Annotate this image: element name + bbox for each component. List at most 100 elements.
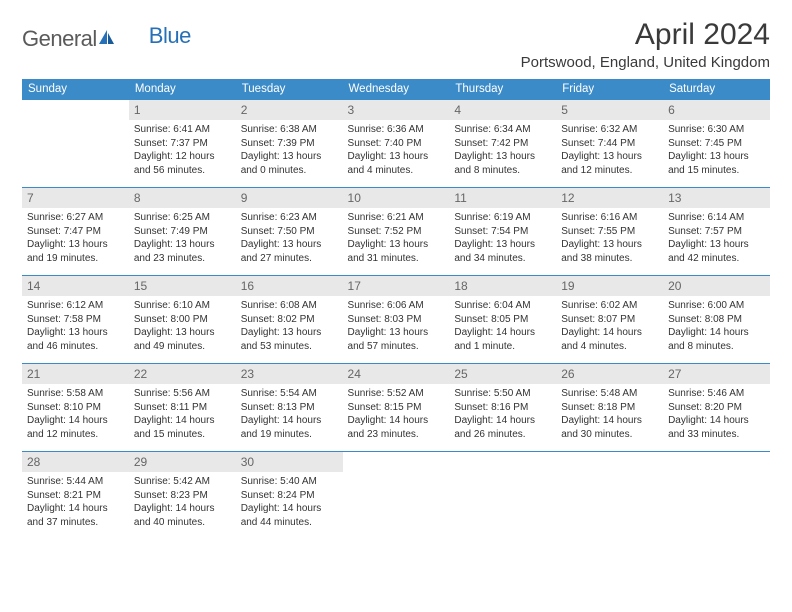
daylight-line: and 30 minutes. — [561, 428, 658, 442]
day-number: 24 — [343, 364, 450, 384]
daylight-line: and 44 minutes. — [241, 516, 338, 530]
logo-text-2: Blue — [149, 23, 191, 49]
sunrise-line: Sunrise: 6:41 AM — [134, 123, 231, 137]
day-header: Sunday — [22, 79, 129, 100]
calendar-cell: 4Sunrise: 6:34 AMSunset: 7:42 PMDaylight… — [449, 100, 556, 188]
day-details: Sunrise: 5:44 AMSunset: 8:21 PMDaylight:… — [27, 475, 124, 529]
daylight-line: Daylight: 14 hours — [348, 414, 445, 428]
sunset-line: Sunset: 8:20 PM — [668, 401, 765, 415]
daylight-line: Daylight: 14 hours — [27, 414, 124, 428]
day-details: Sunrise: 5:56 AMSunset: 8:11 PMDaylight:… — [134, 387, 231, 441]
daylight-line: and 12 minutes. — [27, 428, 124, 442]
sunset-line: Sunset: 7:52 PM — [348, 225, 445, 239]
sunrise-line: Sunrise: 5:44 AM — [27, 475, 124, 489]
sunrise-line: Sunrise: 6:02 AM — [561, 299, 658, 313]
sunset-line: Sunset: 8:00 PM — [134, 313, 231, 327]
day-number: 20 — [663, 276, 770, 296]
day-header: Wednesday — [343, 79, 450, 100]
sunrise-line: Sunrise: 5:56 AM — [134, 387, 231, 401]
day-details: Sunrise: 5:40 AMSunset: 8:24 PMDaylight:… — [241, 475, 338, 529]
calendar-cell: 16Sunrise: 6:08 AMSunset: 8:02 PMDayligh… — [236, 276, 343, 364]
day-number: 26 — [556, 364, 663, 384]
daylight-line: and 15 minutes. — [134, 428, 231, 442]
calendar-cell-empty — [663, 452, 770, 540]
sunrise-line: Sunrise: 6:23 AM — [241, 211, 338, 225]
day-number: 2 — [236, 100, 343, 120]
sunrise-line: Sunrise: 6:25 AM — [134, 211, 231, 225]
daylight-line: and 56 minutes. — [134, 164, 231, 178]
sunset-line: Sunset: 7:45 PM — [668, 137, 765, 151]
sunrise-line: Sunrise: 6:38 AM — [241, 123, 338, 137]
day-number: 1 — [129, 100, 236, 120]
sunrise-line: Sunrise: 6:16 AM — [561, 211, 658, 225]
day-details: Sunrise: 6:12 AMSunset: 7:58 PMDaylight:… — [27, 299, 124, 353]
daylight-line: Daylight: 13 hours — [454, 238, 551, 252]
calendar-week: 28Sunrise: 5:44 AMSunset: 8:21 PMDayligh… — [22, 452, 770, 540]
sunset-line: Sunset: 8:15 PM — [348, 401, 445, 415]
daylight-line: Daylight: 14 hours — [241, 414, 338, 428]
day-details: Sunrise: 6:08 AMSunset: 8:02 PMDaylight:… — [241, 299, 338, 353]
day-details: Sunrise: 5:54 AMSunset: 8:13 PMDaylight:… — [241, 387, 338, 441]
daylight-line: Daylight: 13 hours — [241, 326, 338, 340]
day-number: 15 — [129, 276, 236, 296]
daylight-line: and 33 minutes. — [668, 428, 765, 442]
calendar-cell: 21 Sunrise: 5:58 AMSunset: 8:10 PMDayligh… — [22, 364, 129, 452]
daylight-line: and 1 minute. — [454, 340, 551, 354]
day-details: Sunrise: 5:52 AMSunset: 8:15 PMDaylight:… — [348, 387, 445, 441]
calendar-week: 21 Sunrise: 5:58 AMSunset: 8:10 PMDayligh… — [22, 364, 770, 452]
sunset-line: Sunset: 8:13 PM — [241, 401, 338, 415]
day-details: Sunrise: 6:16 AMSunset: 7:55 PMDaylight:… — [561, 211, 658, 265]
daylight-line: Daylight: 14 hours — [668, 414, 765, 428]
daylight-line: and 53 minutes. — [241, 340, 338, 354]
sunset-line: Sunset: 8:02 PM — [241, 313, 338, 327]
day-details: Sunrise: 6:02 AMSunset: 8:07 PMDaylight:… — [561, 299, 658, 353]
calendar-cell: 29Sunrise: 5:42 AMSunset: 8:23 PMDayligh… — [129, 452, 236, 540]
daylight-line: Daylight: 13 hours — [27, 326, 124, 340]
daylight-line: and 37 minutes. — [27, 516, 124, 530]
day-details: Sunrise: 6:23 AMSunset: 7:50 PMDaylight:… — [241, 211, 338, 265]
title-block: April 2024 Portswood, England, United Ki… — [521, 18, 770, 71]
sunrise-line: Sunrise: 6:04 AM — [454, 299, 551, 313]
daylight-line: and 49 minutes. — [134, 340, 231, 354]
daylight-line: Daylight: 13 hours — [134, 326, 231, 340]
sunset-line: Sunset: 7:55 PM — [561, 225, 658, 239]
day-number: 18 — [449, 276, 556, 296]
sunrise-line: Sunrise: 6:06 AM — [348, 299, 445, 313]
sunset-line: Sunset: 8:05 PM — [454, 313, 551, 327]
daylight-line: Daylight: 14 hours — [454, 326, 551, 340]
location: Portswood, England, United Kingdom — [521, 54, 770, 71]
day-number: 21 — [22, 364, 129, 384]
daylight-line: Daylight: 13 hours — [454, 150, 551, 164]
calendar-body: 1Sunrise: 6:41 AMSunset: 7:37 PMDaylight… — [22, 100, 770, 540]
calendar-cell: 13Sunrise: 6:14 AMSunset: 7:57 PMDayligh… — [663, 188, 770, 276]
day-details: Sunrise: 6:14 AMSunset: 7:57 PMDaylight:… — [668, 211, 765, 265]
day-details: Sunrise: 5:50 AMSunset: 8:16 PMDaylight:… — [454, 387, 551, 441]
calendar-cell: 24 Sunrise: 5:52 AMSunset: 8:15 PMDayligh… — [343, 364, 450, 452]
day-number: 11 — [449, 188, 556, 208]
day-number: 6 — [663, 100, 770, 120]
calendar-cell: 10Sunrise: 6:21 AMSunset: 7:52 PMDayligh… — [343, 188, 450, 276]
day-number: 9 — [236, 188, 343, 208]
sunrise-line: Sunrise: 5:54 AM — [241, 387, 338, 401]
calendar-cell: 2Sunrise: 6:38 AMSunset: 7:39 PMDaylight… — [236, 100, 343, 188]
daylight-line: and 26 minutes. — [454, 428, 551, 442]
sunset-line: Sunset: 8:21 PM — [27, 489, 124, 503]
day-details: Sunrise: 6:32 AMSunset: 7:44 PMDaylight:… — [561, 123, 658, 177]
sunset-line: Sunset: 7:49 PM — [134, 225, 231, 239]
daylight-line: Daylight: 13 hours — [27, 238, 124, 252]
sunrise-line: Sunrise: 5:52 AM — [348, 387, 445, 401]
month-title: April 2024 — [521, 18, 770, 52]
sunset-line: Sunset: 8:18 PM — [561, 401, 658, 415]
day-number: 14 — [22, 276, 129, 296]
calendar-cell: 25Sunrise: 5:50 AMSunset: 8:16 PMDayligh… — [449, 364, 556, 452]
day-details: Sunrise: 6:27 AMSunset: 7:47 PMDaylight:… — [27, 211, 124, 265]
daylight-line: Daylight: 12 hours — [134, 150, 231, 164]
calendar-cell: 12Sunrise: 6:16 AMSunset: 7:55 PMDayligh… — [556, 188, 663, 276]
daylight-line: and 42 minutes. — [668, 252, 765, 266]
sunrise-line: Sunrise: 6:19 AM — [454, 211, 551, 225]
day-details: Sunrise: 6:04 AMSunset: 8:05 PMDaylight:… — [454, 299, 551, 353]
sunset-line: Sunset: 7:50 PM — [241, 225, 338, 239]
calendar-cell: 6Sunrise: 6:30 AMSunset: 7:45 PMDaylight… — [663, 100, 770, 188]
day-details: Sunrise: 5:58 AMSunset: 8:10 PMDaylight:… — [27, 387, 124, 441]
daylight-line: and 57 minutes. — [348, 340, 445, 354]
